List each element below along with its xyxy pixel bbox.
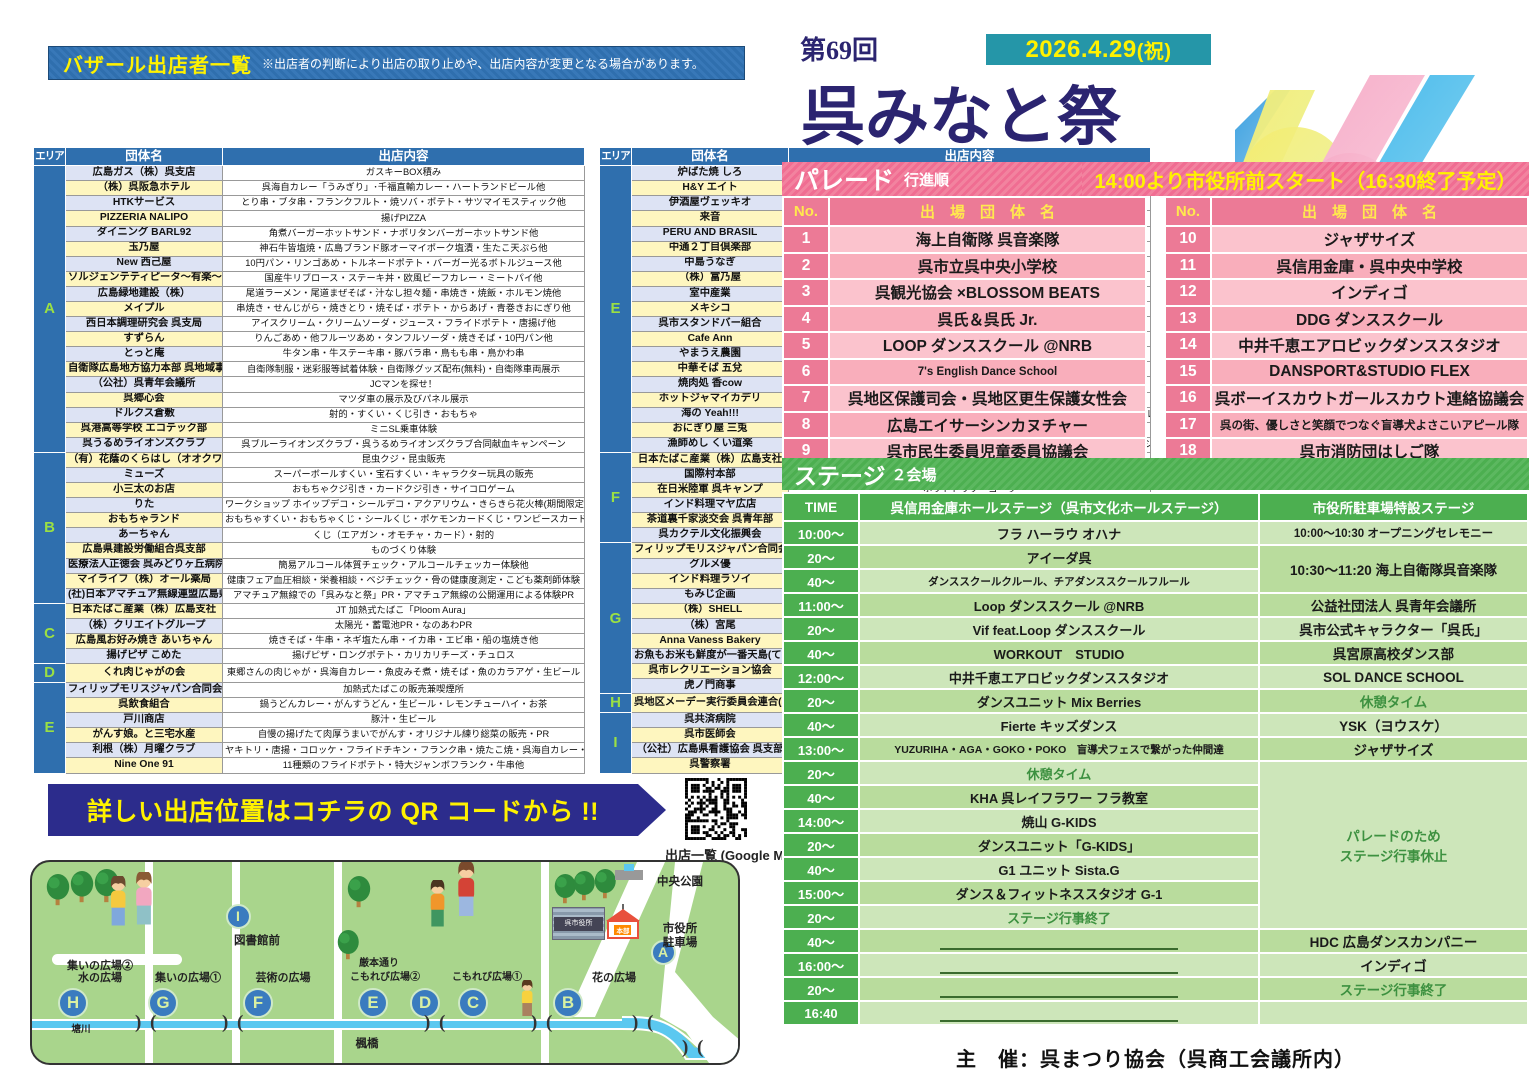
svg-text:本部: 本部 [617, 926, 631, 935]
